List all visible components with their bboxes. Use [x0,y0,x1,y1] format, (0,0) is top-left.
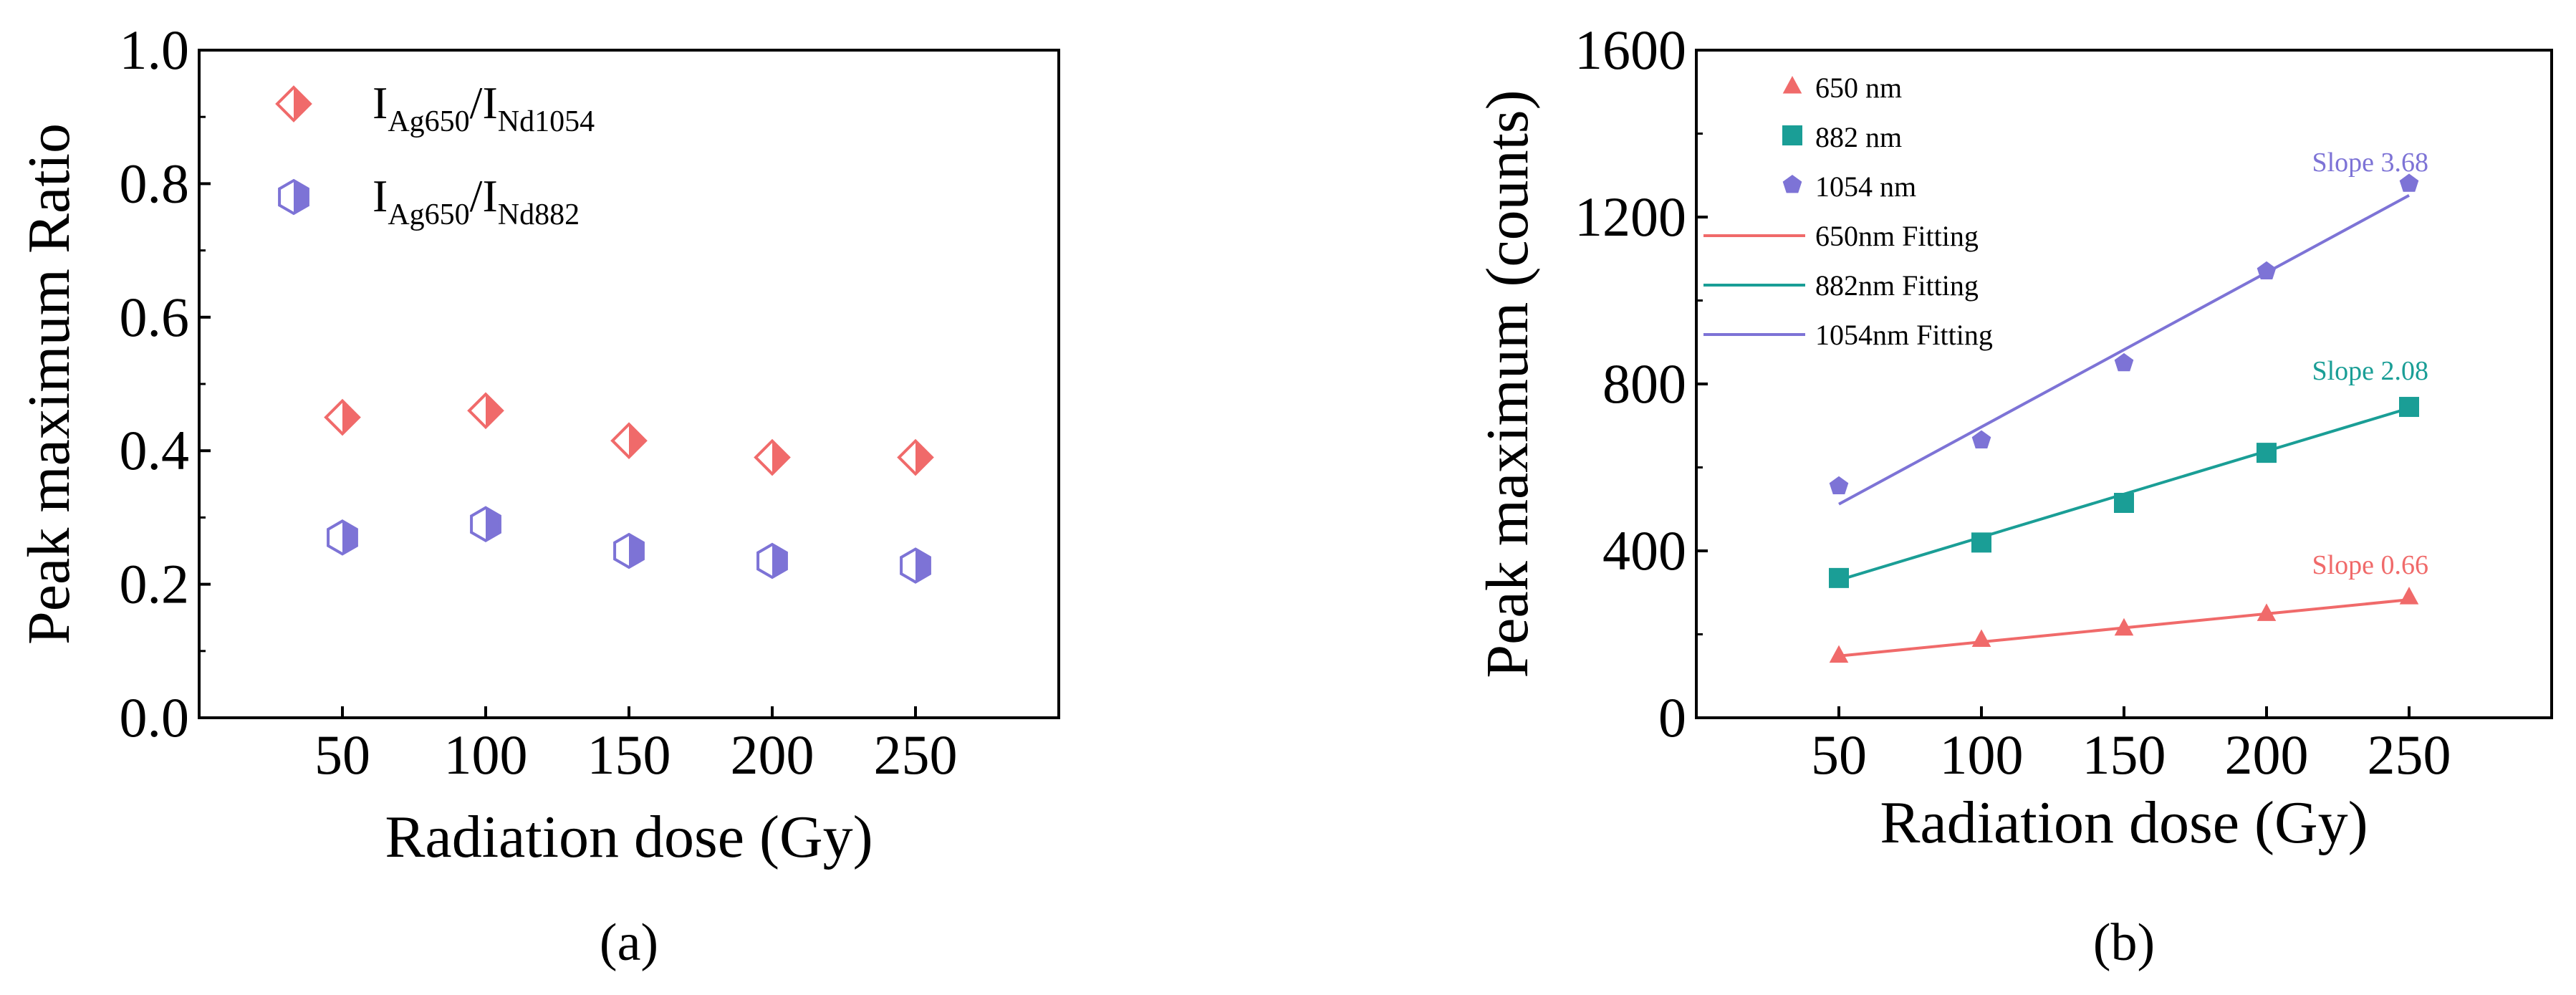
data-point [2257,603,2277,621]
fit-line [1838,193,2410,506]
data-point [900,547,931,584]
legend-label: 650 nm [1815,72,1902,104]
panel-label-b: (b) [2093,913,2155,972]
y-tick-label: 0.8 [120,152,190,214]
data-point [613,532,645,569]
data-point [1971,532,1991,553]
slope-label: Slope 2.08 [2312,356,2428,386]
data-point [1829,476,1849,495]
legend-marker [275,85,312,122]
x-tick-label: 250 [874,724,958,786]
x-tick-label: 50 [1811,724,1867,786]
data-point [470,506,501,543]
slope-label: Slope 0.66 [2312,550,2428,580]
x-tick-label: 150 [587,724,671,786]
data-point [1971,629,1991,647]
data-point [2114,493,2134,514]
slope-label: Slope 3.68 [2312,148,2428,178]
x-tick-label: 200 [2225,724,2309,786]
y-tick-label: 0.0 [120,686,190,749]
legend-label: 1054 nm [1815,170,1916,203]
data-point [1829,567,1849,588]
chart-b: 50 100 150 200 250 0 400 800 1200 1600 Radiation d… [1474,19,2553,972]
data-point [2114,617,2134,636]
x-tick-label: 150 [2082,724,2166,786]
y-tick-label: 0.4 [120,419,190,481]
x-tick-label: 100 [444,724,528,786]
legend-label: 650nm Fitting [1815,220,1979,252]
x-tick-label: 100 [1940,724,2024,786]
legend-label: IAg650/INd1054 [373,77,595,138]
y-tick-label: 400 [1602,519,1686,582]
x-axis-title: Radiation dose (Gy) [1880,789,2368,856]
y-tick-label: 1.0 [120,19,190,81]
legend-label: IAg650/INd882 [373,170,580,231]
panel-label-a: (a) [600,913,658,972]
data-point [1971,430,1991,448]
y-tick-label: 0 [1658,686,1686,749]
data-point [2114,352,2134,372]
data-point [1829,645,1849,663]
data-point [2399,397,2419,418]
data-point [2399,587,2419,605]
data-point [610,422,648,460]
y-tick-label: 1200 [1575,186,1686,248]
data-point [897,438,934,476]
x-tick-label: 200 [731,724,814,786]
data-point [327,519,358,556]
data-point [467,392,504,430]
x-tick-label: 50 [314,724,370,786]
data-point [754,438,791,476]
y-axis-title: Peak maximum Ratio [16,123,82,645]
x-axis-title: Radiation dose (Gy) [385,804,873,870]
legend-marker [278,178,309,216]
plot-frame [198,49,1060,719]
x-tick-label: 250 [2368,724,2451,786]
y-axis-title: Peak maximum (counts) [1474,90,1541,678]
legend-label: 1054nm Fitting [1815,319,1993,351]
y-tick-label: 0.2 [120,553,190,615]
data-point [324,398,361,436]
legend-marker [1782,175,1802,193]
data-point [2399,173,2419,192]
legend-marker [1782,76,1802,94]
chart-a: 50 100 150 200 250 0.0 0.2 0.4 0.6 0.8 1.0 Radiatio… [16,19,1060,972]
legend-label: 882nm Fitting [1815,269,1979,302]
legend-label: 882 nm [1815,121,1902,153]
y-tick-label: 1600 [1575,19,1686,81]
y-tick-label: 0.6 [120,286,190,348]
data-point [2257,443,2277,463]
data-point [756,542,788,580]
data-point [2257,261,2277,280]
legend-marker [1782,125,1802,145]
y-tick-label: 800 [1602,352,1686,415]
